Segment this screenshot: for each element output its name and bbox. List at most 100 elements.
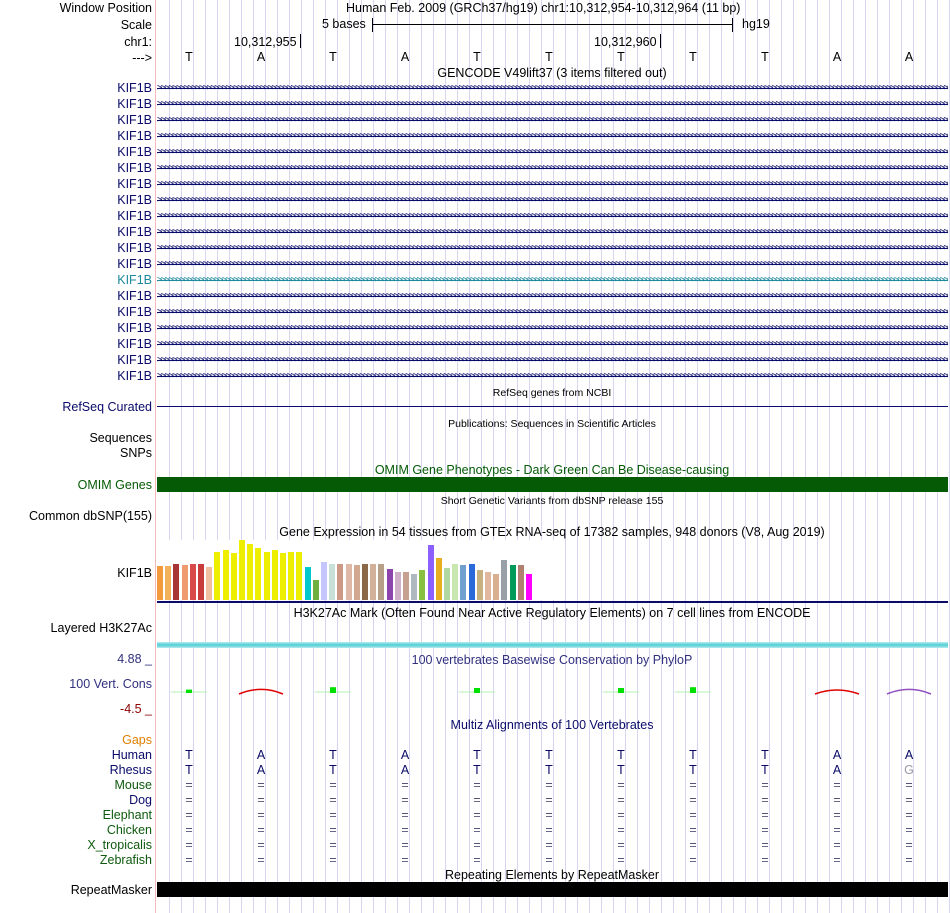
gtex-tissue-bar[interactable] [247,544,253,600]
gtex-tissue-bar[interactable] [321,562,327,600]
gtex-tissue-bar[interactable] [296,552,302,600]
gtex-tissue-bar[interactable] [337,564,343,600]
multiz-species-label[interactable]: Dog [129,793,152,807]
conservation-score-mark[interactable] [618,688,624,693]
publications-snps-label[interactable]: SNPs [120,446,152,460]
gtex-tissue-bar[interactable] [370,564,376,600]
gencode-gene-feature[interactable]: >>>>>>>>>>>>>>>>>>>>>>>>>>>>>>>>>>>>>>>>… [157,96,948,112]
gtex-tissue-bar[interactable] [501,560,507,600]
gtex-tissue-bar[interactable] [460,565,466,600]
refseq-gene-line[interactable] [157,406,948,407]
gtex-tissue-bar[interactable] [428,545,434,600]
gtex-tissue-bar[interactable] [255,548,261,600]
gtex-tissue-bar[interactable] [231,553,237,600]
gtex-tissue-bar[interactable] [387,569,393,600]
gencode-gene-feature[interactable]: >>>>>>>>>>>>>>>>>>>>>>>>>>>>>>>>>>>>>>>>… [157,224,948,240]
conservation-plot[interactable] [157,665,948,715]
gtex-tissue-bar[interactable] [452,564,458,600]
gencode-gene-label[interactable]: KIF1B [117,177,152,191]
gencode-gene-label[interactable]: KIF1B [117,129,152,143]
gencode-gene-feature[interactable]: >>>>>>>>>>>>>>>>>>>>>>>>>>>>>>>>>>>>>>>>… [157,368,948,384]
conservation-score-mark[interactable] [238,688,284,695]
gencode-gene-label[interactable]: KIF1B [117,321,152,335]
repeatmasker-feature-bar[interactable] [157,882,948,897]
gencode-gene-label[interactable]: KIF1B [117,209,152,223]
refseq-label[interactable]: RefSeq Curated [62,400,152,414]
gtex-track-title[interactable]: Gene Expression in 54 tissues from GTEx … [279,525,825,539]
gtex-tissue-bar[interactable] [510,565,516,600]
gencode-gene-label[interactable]: KIF1B [117,305,152,319]
gencode-gene-feature[interactable]: >>>>>>>>>>>>>>>>>>>>>>>>>>>>>>>>>>>>>>>>… [157,256,948,272]
conservation-score-mark[interactable] [330,687,336,693]
gtex-tissue-bar[interactable] [280,553,286,600]
gencode-gene-label[interactable]: KIF1B [117,257,152,271]
publications-track-title[interactable]: Publications: Sequences in Scientific Ar… [448,418,656,430]
gencode-gene-feature[interactable]: >>>>>>>>>>>>>>>>>>>>>>>>>>>>>>>>>>>>>>>>… [157,160,948,176]
refseq-track-title[interactable]: RefSeq genes from NCBI [492,387,612,399]
gtex-tissue-bar[interactable] [288,552,294,600]
multiz-species-label[interactable]: Rhesus [109,763,152,777]
multiz-species-label[interactable]: X_tropicalis [87,838,152,852]
gencode-gene-feature[interactable]: >>>>>>>>>>>>>>>>>>>>>>>>>>>>>>>>>>>>>>>>… [157,80,948,96]
gencode-gene-feature[interactable]: >>>>>>>>>>>>>>>>>>>>>>>>>>>>>>>>>>>>>>>>… [157,192,948,208]
dbsnp-track-title[interactable]: Short Genetic Variants from dbSNP releas… [440,495,664,507]
dbsnp-label[interactable]: Common dbSNP(155) [29,509,152,523]
repeatmasker-label[interactable]: RepeatMasker [70,883,152,897]
conservation-score-mark[interactable] [186,689,192,693]
repeatmasker-track-title[interactable]: Repeating Elements by RepeatMasker [444,868,660,882]
multiz-species-label[interactable]: Human [111,748,152,762]
gtex-tissue-bar[interactable] [272,550,278,600]
gtex-tissue-bar[interactable] [165,566,171,600]
gtex-tissue-bar[interactable] [214,552,220,600]
gtex-tissue-bar[interactable] [223,550,229,600]
gtex-tissue-bar[interactable] [411,574,417,600]
h3k27ac-label[interactable]: Layered H3K27Ac [50,621,152,635]
gtex-tissue-bar[interactable] [378,564,384,600]
gencode-gene-label[interactable]: KIF1B [117,81,152,95]
gtex-tissue-bar[interactable] [469,564,475,600]
gtex-tissue-bar[interactable] [182,565,188,600]
gencode-gene-label[interactable]: KIF1B [117,113,152,127]
multiz-species-label[interactable]: Elephant [102,808,152,822]
gtex-tissue-bar[interactable] [518,565,524,600]
gencode-gene-feature[interactable]: >>>>>>>>>>>>>>>>>>>>>>>>>>>>>>>>>>>>>>>>… [157,288,948,304]
gtex-tissue-bar[interactable] [305,567,311,600]
multiz-gaps-label[interactable]: Gaps [122,733,152,747]
gencode-gene-feature[interactable]: >>>>>>>>>>>>>>>>>>>>>>>>>>>>>>>>>>>>>>>>… [157,176,948,192]
gencode-gene-feature[interactable]: >>>>>>>>>>>>>>>>>>>>>>>>>>>>>>>>>>>>>>>>… [157,336,948,352]
gencode-gene-label[interactable]: KIF1B [117,145,152,159]
omim-track-title[interactable]: OMIM Gene Phenotypes - Dark Green Can Be… [374,463,730,477]
gtex-tissue-bar[interactable] [157,566,163,600]
gtex-tissue-bar[interactable] [329,564,335,600]
gencode-gene-label[interactable]: KIF1B [117,193,152,207]
gencode-track-title[interactable]: GENCODE V49lift37 (3 items filtered out) [437,66,667,80]
gencode-gene-label[interactable]: KIF1B [117,97,152,111]
gtex-tissue-bar[interactable] [493,574,499,600]
conservation-score-mark[interactable] [690,687,696,693]
gencode-gene-label[interactable]: KIF1B [117,369,152,383]
gtex-tissue-bar[interactable] [526,574,532,600]
conservation-score-mark[interactable] [474,688,480,693]
conservation-score-mark[interactable] [814,689,860,695]
omim-label[interactable]: OMIM Genes [77,478,152,492]
gtex-tissue-bar[interactable] [264,552,270,600]
gencode-gene-label[interactable]: KIF1B [117,353,152,367]
gtex-tissue-bar[interactable] [354,565,360,600]
conservation-track-title[interactable]: 100 vertebrates Basewise Conservation by… [411,653,693,667]
gtex-tissue-bar[interactable] [477,570,483,600]
gencode-gene-label[interactable]: KIF1B [117,289,152,303]
gtex-tissue-bar[interactable] [198,564,204,600]
gtex-tissue-bar[interactable] [206,567,212,600]
gtex-tissue-bar[interactable] [173,564,179,600]
gencode-gene-feature[interactable]: >>>>>>>>>>>>>>>>>>>>>>>>>>>>>>>>>>>>>>>>… [157,320,948,336]
gtex-tissue-bar[interactable] [419,570,425,600]
assembly-position-text[interactable]: Human Feb. 2009 (GRCh37/hg19) chr1:10,31… [346,1,741,15]
gtex-label[interactable]: KIF1B [117,566,152,580]
multiz-track-title[interactable]: Multiz Alignments of 100 Vertebrates [450,718,654,732]
gencode-gene-feature[interactable]: >>>>>>>>>>>>>>>>>>>>>>>>>>>>>>>>>>>>>>>>… [157,272,948,288]
gencode-gene-feature[interactable]: >>>>>>>>>>>>>>>>>>>>>>>>>>>>>>>>>>>>>>>>… [157,208,948,224]
gtex-tissue-bar[interactable] [485,572,491,600]
gencode-gene-feature[interactable]: >>>>>>>>>>>>>>>>>>>>>>>>>>>>>>>>>>>>>>>>… [157,240,948,256]
multiz-species-label[interactable]: Mouse [114,778,152,792]
publications-sequences-label[interactable]: Sequences [89,431,152,445]
